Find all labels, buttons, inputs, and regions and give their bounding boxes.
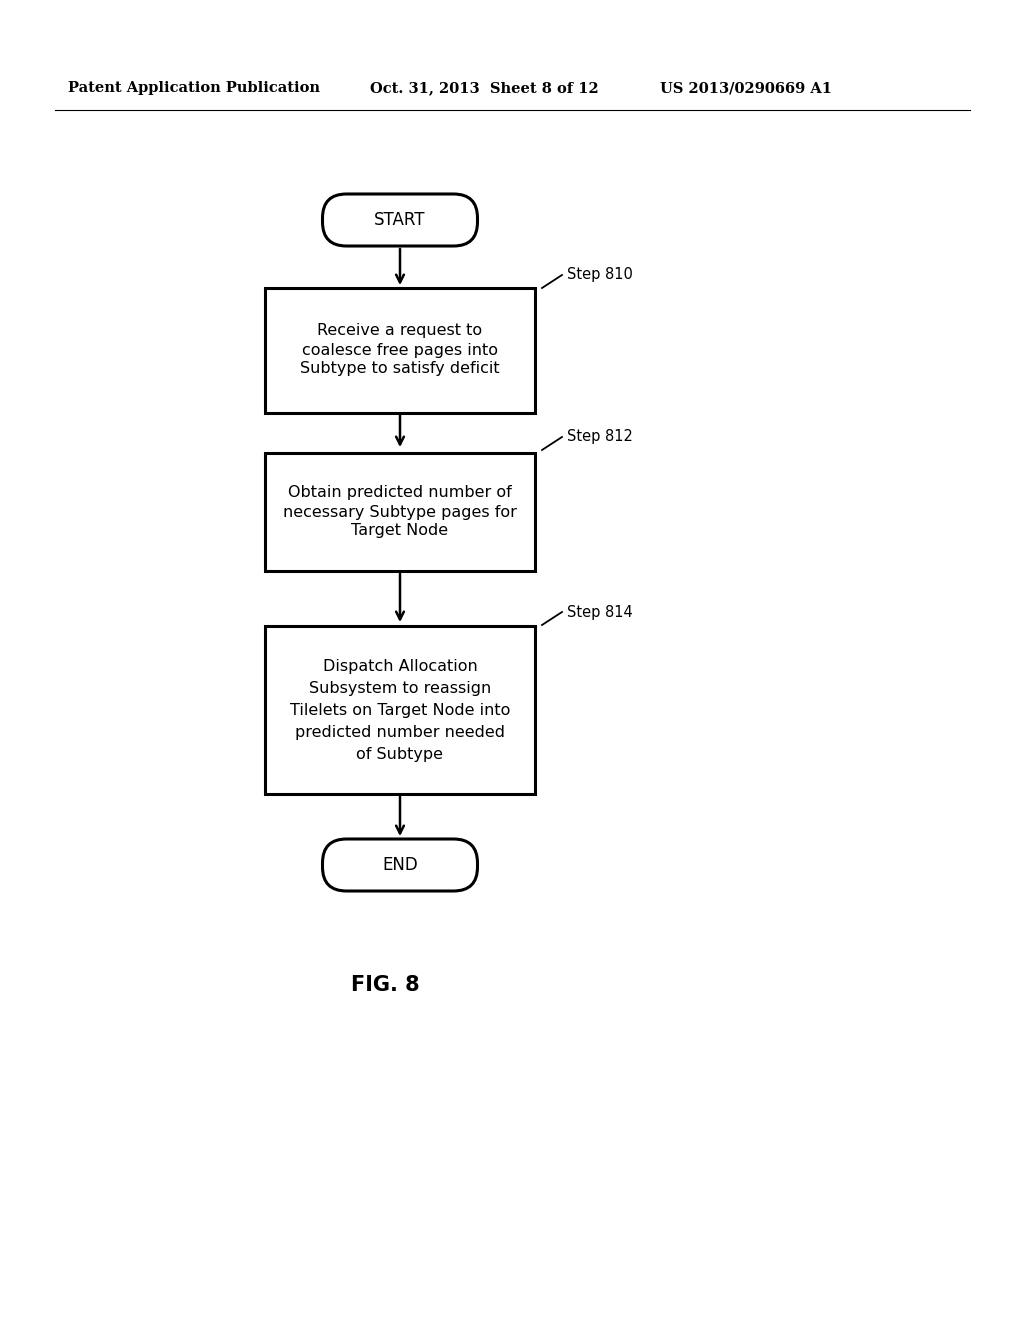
Text: US 2013/0290669 A1: US 2013/0290669 A1 (660, 81, 831, 95)
Text: Receive a request to: Receive a request to (317, 323, 482, 338)
Text: Subsystem to reassign: Subsystem to reassign (309, 681, 492, 696)
Bar (265, 288, 535, 412)
Text: Subtype to satisfy deficit: Subtype to satisfy deficit (300, 362, 500, 376)
Text: Tilelets on Target Node into: Tilelets on Target Node into (290, 702, 510, 718)
Text: Step 810: Step 810 (567, 268, 633, 282)
Text: predicted number needed: predicted number needed (295, 725, 505, 739)
Text: FIG. 8: FIG. 8 (350, 975, 419, 995)
Text: Step 814: Step 814 (567, 605, 633, 619)
Text: Patent Application Publication: Patent Application Publication (68, 81, 319, 95)
FancyBboxPatch shape (323, 194, 477, 246)
Bar (265, 626, 535, 795)
Text: Step 812: Step 812 (567, 429, 633, 445)
Text: necessary Subtype pages for: necessary Subtype pages for (283, 504, 517, 520)
Text: Dispatch Allocation: Dispatch Allocation (323, 659, 477, 673)
FancyBboxPatch shape (323, 840, 477, 891)
Text: of Subtype: of Subtype (356, 747, 443, 762)
Text: START: START (374, 211, 426, 228)
Text: coalesce free pages into: coalesce free pages into (302, 342, 498, 358)
Bar (265, 453, 535, 572)
Text: END: END (382, 855, 418, 874)
Text: Oct. 31, 2013  Sheet 8 of 12: Oct. 31, 2013 Sheet 8 of 12 (370, 81, 599, 95)
Text: Obtain predicted number of: Obtain predicted number of (288, 486, 512, 500)
Text: Target Node: Target Node (351, 524, 449, 539)
